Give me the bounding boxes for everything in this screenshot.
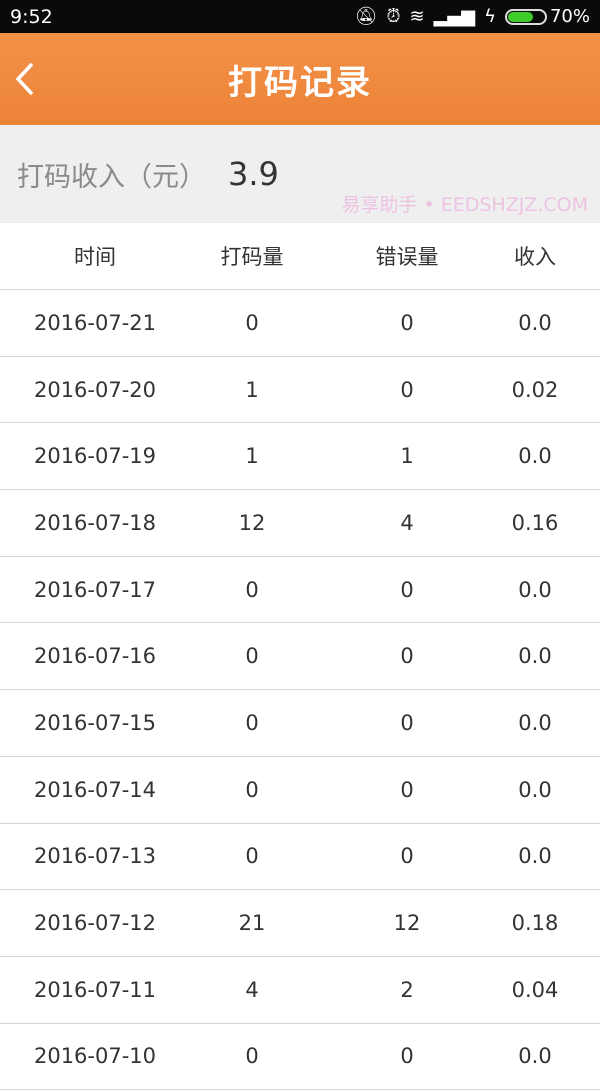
error-cell: 0	[400, 844, 414, 869]
error-cell: 0	[400, 644, 414, 669]
count-cell: 0	[245, 1044, 259, 1069]
income-cell: 0.0	[518, 644, 552, 669]
error-cell: 2	[400, 977, 414, 1002]
table-row[interactable]: 2016-07-21 0 0 0.0	[0, 290, 600, 357]
table-row[interactable]: 2016-07-12 21 12 0.18	[0, 890, 600, 957]
date-cell: 2016-07-12	[33, 911, 157, 936]
date-cell: 2016-07-17	[33, 577, 157, 602]
count-cell: 1	[245, 377, 259, 402]
date-cell: 2016-07-19	[33, 444, 157, 469]
count-cell: 0	[245, 644, 259, 669]
mute-icon: 🔕︎	[354, 6, 378, 27]
chevron-left-icon[interactable]	[8, 59, 48, 99]
status-bar: 9:52 🔕︎ ⏰︎ ≋ ▂▄▆ ϟ 70%	[0, 0, 600, 33]
charging-icon: ϟ	[484, 6, 496, 27]
count-cell: 12	[238, 510, 266, 535]
table-row[interactable]: 2016-07-17 0 0 0.0	[0, 557, 600, 624]
income-label: 打码收入（元）	[17, 161, 206, 193]
column-header: 错误量	[375, 245, 439, 269]
table-row[interactable]: 2016-07-15 0 0 0.0	[0, 690, 600, 757]
date-cell: 2016-07-13	[33, 844, 157, 869]
column-header: 时间	[74, 245, 116, 269]
error-cell: 0	[400, 1044, 414, 1069]
count-cell: 4	[245, 977, 259, 1002]
table-row[interactable]: 2016-07-18 12 4 0.16	[0, 490, 600, 557]
error-cell: 0	[400, 310, 414, 335]
count-cell: 0	[245, 777, 259, 802]
income-cell: 0.0	[518, 1044, 552, 1069]
date-cell: 2016-07-10	[33, 1044, 157, 1069]
alarm-icon: ⏰︎	[386, 6, 401, 27]
table-row[interactable]: 2016-07-14 0 0 0.0	[0, 757, 600, 824]
signal-icon: ▂▄▆	[433, 6, 476, 27]
income-cell: 0.0	[518, 777, 552, 802]
error-cell: 12	[393, 911, 421, 936]
table-row[interactable]: 2016-07-19 1 1 0.0	[0, 423, 600, 491]
record-table: 时间 打码量 错误量 收入 2016-07-21 0 0 0.0 2016-07-20 1…	[0, 223, 600, 1090]
date-cell: 2016-07-18	[33, 510, 157, 535]
date-cell: 2016-07-20	[33, 377, 157, 402]
income-cell: 0.0	[518, 310, 552, 335]
income-cell: 0.18	[511, 911, 559, 936]
count-cell: 0	[245, 710, 259, 735]
wifi-icon: ≋	[409, 6, 425, 27]
date-cell: 2016-07-21	[33, 310, 157, 335]
error-cell: 1	[400, 444, 414, 469]
count-cell: 0	[245, 844, 259, 869]
table-row[interactable]: 2016-07-16 0 0 0.0	[0, 623, 600, 691]
date-cell: 2016-07-14	[33, 777, 157, 802]
battery-icon	[504, 8, 547, 25]
battery-percent: 70%	[549, 6, 590, 27]
error-cell: 0	[400, 777, 414, 802]
status-time: 9:52	[10, 5, 53, 28]
income-cell: 0.0	[518, 577, 552, 602]
table-row[interactable]: 2016-07-10 0 0 0.0	[0, 1024, 600, 1090]
column-header: 打码量	[220, 245, 284, 269]
column-header: 收入	[514, 245, 556, 269]
income-cell: 0.0	[518, 444, 552, 469]
table-row[interactable]: 2016-07-11 4 2 0.04	[0, 957, 600, 1024]
page-title: 打码记录	[228, 62, 372, 103]
income-summary: 打码收入（元） 3.9 易享助手 • EEDSHZJZ.COM	[0, 125, 600, 223]
date-cell: 2016-07-15	[33, 710, 157, 735]
income-cell: 0.16	[511, 510, 559, 535]
error-cell: 0	[400, 377, 414, 402]
date-cell: 2016-07-16	[33, 644, 157, 669]
income-cell: 0.0	[518, 710, 552, 735]
income-cell: 0.04	[511, 977, 559, 1002]
error-cell: 0	[400, 577, 414, 602]
date-cell: 2016-07-11	[33, 977, 157, 1002]
count-cell: 0	[245, 310, 259, 335]
error-cell: 0	[400, 710, 414, 735]
income-value: 3.9	[228, 155, 279, 193]
app-header: 打码记录	[0, 33, 600, 125]
count-cell: 0	[245, 577, 259, 602]
income-cell: 0.02	[511, 377, 559, 402]
watermark: 易享助手 • EEDSHZJZ.COM	[341, 194, 588, 216]
table-row[interactable]: 2016-07-20 1 0 0.02	[0, 357, 600, 424]
table-row[interactable]: 2016-07-13 0 0 0.0	[0, 824, 600, 891]
count-cell: 1	[245, 444, 259, 469]
income-cell: 0.0	[518, 844, 552, 869]
error-cell: 4	[400, 510, 414, 535]
table-header: 时间 打码量 错误量 收入	[0, 223, 600, 290]
count-cell: 21	[238, 911, 266, 936]
